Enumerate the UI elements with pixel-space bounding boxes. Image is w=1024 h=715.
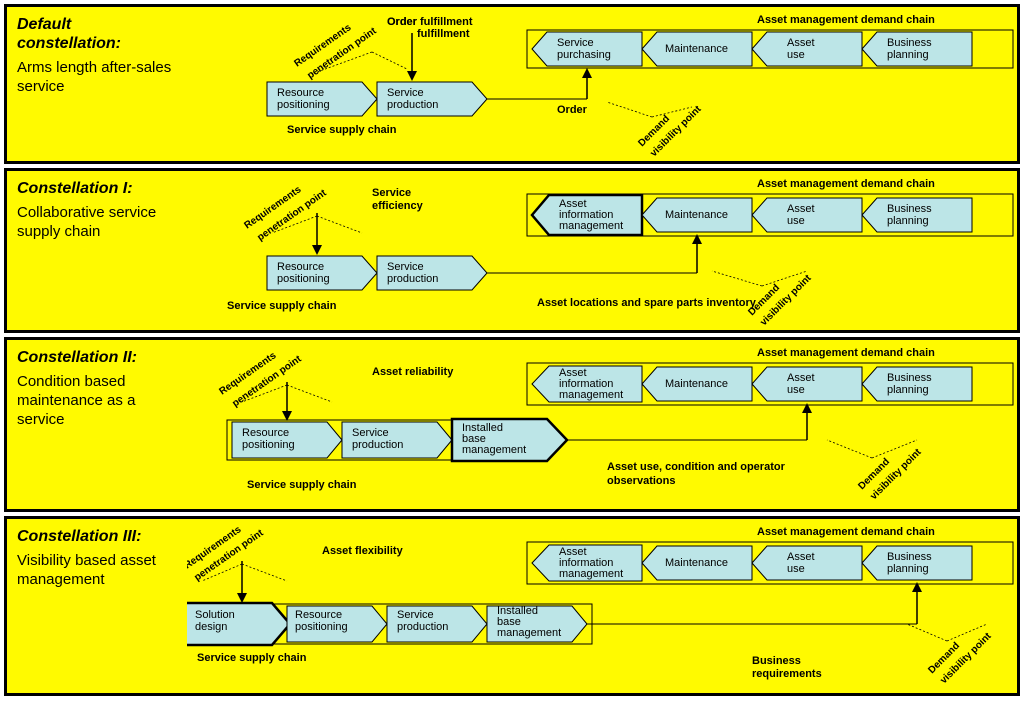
center-top-label: Service <box>372 187 411 199</box>
panel-subtitle: Collaborative service supply chain <box>17 204 177 242</box>
supply-chain-label: Service supply chain <box>197 652 307 664</box>
demand-block-text: use <box>787 384 805 396</box>
demand-block-text: Asset <box>787 372 815 384</box>
demand-block-text: purchasing <box>557 49 611 61</box>
supply-block-text: Resource <box>277 87 324 99</box>
demand-block-text: use <box>787 49 805 61</box>
diagram-svg: Asset management demand chain Asset info… <box>187 340 1017 509</box>
panel-subtitle: Arms length after-sales service <box>17 59 177 97</box>
demand-chain-label: Asset management demand chain <box>757 347 935 359</box>
supply-block-text: positioning <box>242 439 295 451</box>
center-bottom-label: Asset use, condition and operator <box>607 461 786 473</box>
center-bottom-label2: requirements <box>752 668 822 680</box>
panel-title: Default constellation: <box>17 15 177 53</box>
demand-block-text: use <box>787 563 805 575</box>
demand-block-text: Asset <box>787 203 815 215</box>
svg-text:Order: Order <box>387 16 418 28</box>
supply-block-text: management <box>462 444 526 456</box>
supply-block-text: positioning <box>277 99 330 111</box>
panel-right: Asset management demand chain Asset info… <box>187 519 1017 693</box>
panel-left: Constellation III: Visibility based asse… <box>7 519 187 693</box>
order-label: Order <box>557 104 588 116</box>
demand-block-text: Asset <box>787 551 815 563</box>
supply-chain-label: Service supply chain <box>227 300 337 312</box>
supply-block-text: Service <box>397 609 434 621</box>
demand-block-text: Business <box>887 203 932 215</box>
supply-block-text: Solution <box>195 609 235 621</box>
demand-chain-label: Asset management demand chain <box>757 526 935 538</box>
supply-block-text: Resource <box>295 609 342 621</box>
panel-right: Asset management demand chain Asset info… <box>187 171 1017 330</box>
panel-title: Constellation I: <box>17 179 177 198</box>
supply-block-text: production <box>387 99 438 111</box>
panel-subtitle: Condition based maintenance as a service <box>17 373 177 429</box>
supply-block-text: Resource <box>242 427 289 439</box>
supply-block-text: Resource <box>277 261 324 273</box>
center-bottom-label: Business <box>752 655 801 667</box>
arrow-label: fulfillment <box>417 28 470 40</box>
demand-block-text: Service <box>557 37 594 49</box>
demand-block-text: Business <box>887 551 932 563</box>
demand-chain-label: Asset management demand chain <box>757 178 935 190</box>
panel-left: Constellation II: Condition based mainte… <box>7 340 187 509</box>
demand-block-text: use <box>787 215 805 227</box>
panel-left: Default constellation: Arms length after… <box>7 7 187 161</box>
center-bottom-label: Asset locations and spare parts inventor… <box>537 297 757 309</box>
demand-block-text: Business <box>887 37 932 49</box>
panel-c3: Constellation III: Visibility based asse… <box>4 516 1020 696</box>
panel-title: Constellation II: <box>17 348 177 367</box>
panel-right: Asset management demand chain Asset info… <box>187 340 1017 509</box>
supply-block-text: production <box>387 273 438 285</box>
supply-block-text: Service <box>352 427 389 439</box>
demand-block-text: planning <box>887 384 929 396</box>
panel-left: Constellation I: Collaborative service s… <box>7 171 187 330</box>
panel-c1: Constellation I: Collaborative service s… <box>4 168 1020 333</box>
panel-default: Default constellation: Arms length after… <box>4 4 1020 164</box>
panel-title: Constellation III: <box>17 527 177 546</box>
supply-block-text: positioning <box>277 273 330 285</box>
supply-block-text: positioning <box>295 621 348 633</box>
center-top-label: Asset reliability <box>372 366 454 378</box>
supply-chain-label: Service supply chain <box>247 479 357 491</box>
center-bottom-label2: observations <box>607 475 675 487</box>
supply-block-text: production <box>397 621 448 633</box>
demand-block-text: Maintenance <box>665 209 728 221</box>
center-top-label: Asset flexibility <box>322 545 404 557</box>
demand-block-text: Maintenance <box>665 43 728 55</box>
diagram-svg: Asset management demand chain Service pu… <box>187 7 1017 161</box>
panel-subtitle: Visibility based asset management <box>17 552 177 590</box>
demand-block-text: Asset <box>787 37 815 49</box>
demand-block-text: planning <box>887 563 929 575</box>
demand-block-text: planning <box>887 49 929 61</box>
demand-block-text: Business <box>887 372 932 384</box>
demand-block-text: planning <box>887 215 929 227</box>
supply-block-text: production <box>352 439 403 451</box>
supply-block-text: design <box>195 621 227 633</box>
center-top-label2: efficiency <box>372 200 424 212</box>
supply-block-text: management <box>497 627 561 639</box>
diagram-svg: Asset management demand chain Asset info… <box>187 519 1017 693</box>
supply-block-text: Service <box>387 87 424 99</box>
panel-right: Asset management demand chain Service pu… <box>187 7 1017 161</box>
demand-chain-label: Asset management demand chain <box>757 14 935 26</box>
demand-block-text: management <box>559 389 623 401</box>
supply-block-text: Service <box>387 261 424 273</box>
diagram-svg: Asset management demand chain Asset info… <box>187 171 1017 330</box>
demand-block-text: Maintenance <box>665 378 728 390</box>
supply-chain-label: Service supply chain <box>287 124 397 136</box>
demand-block-text: management <box>559 220 623 232</box>
demand-block-text: management <box>559 568 623 580</box>
demand-block-text: Maintenance <box>665 557 728 569</box>
panel-c2: Constellation II: Condition based mainte… <box>4 337 1020 512</box>
